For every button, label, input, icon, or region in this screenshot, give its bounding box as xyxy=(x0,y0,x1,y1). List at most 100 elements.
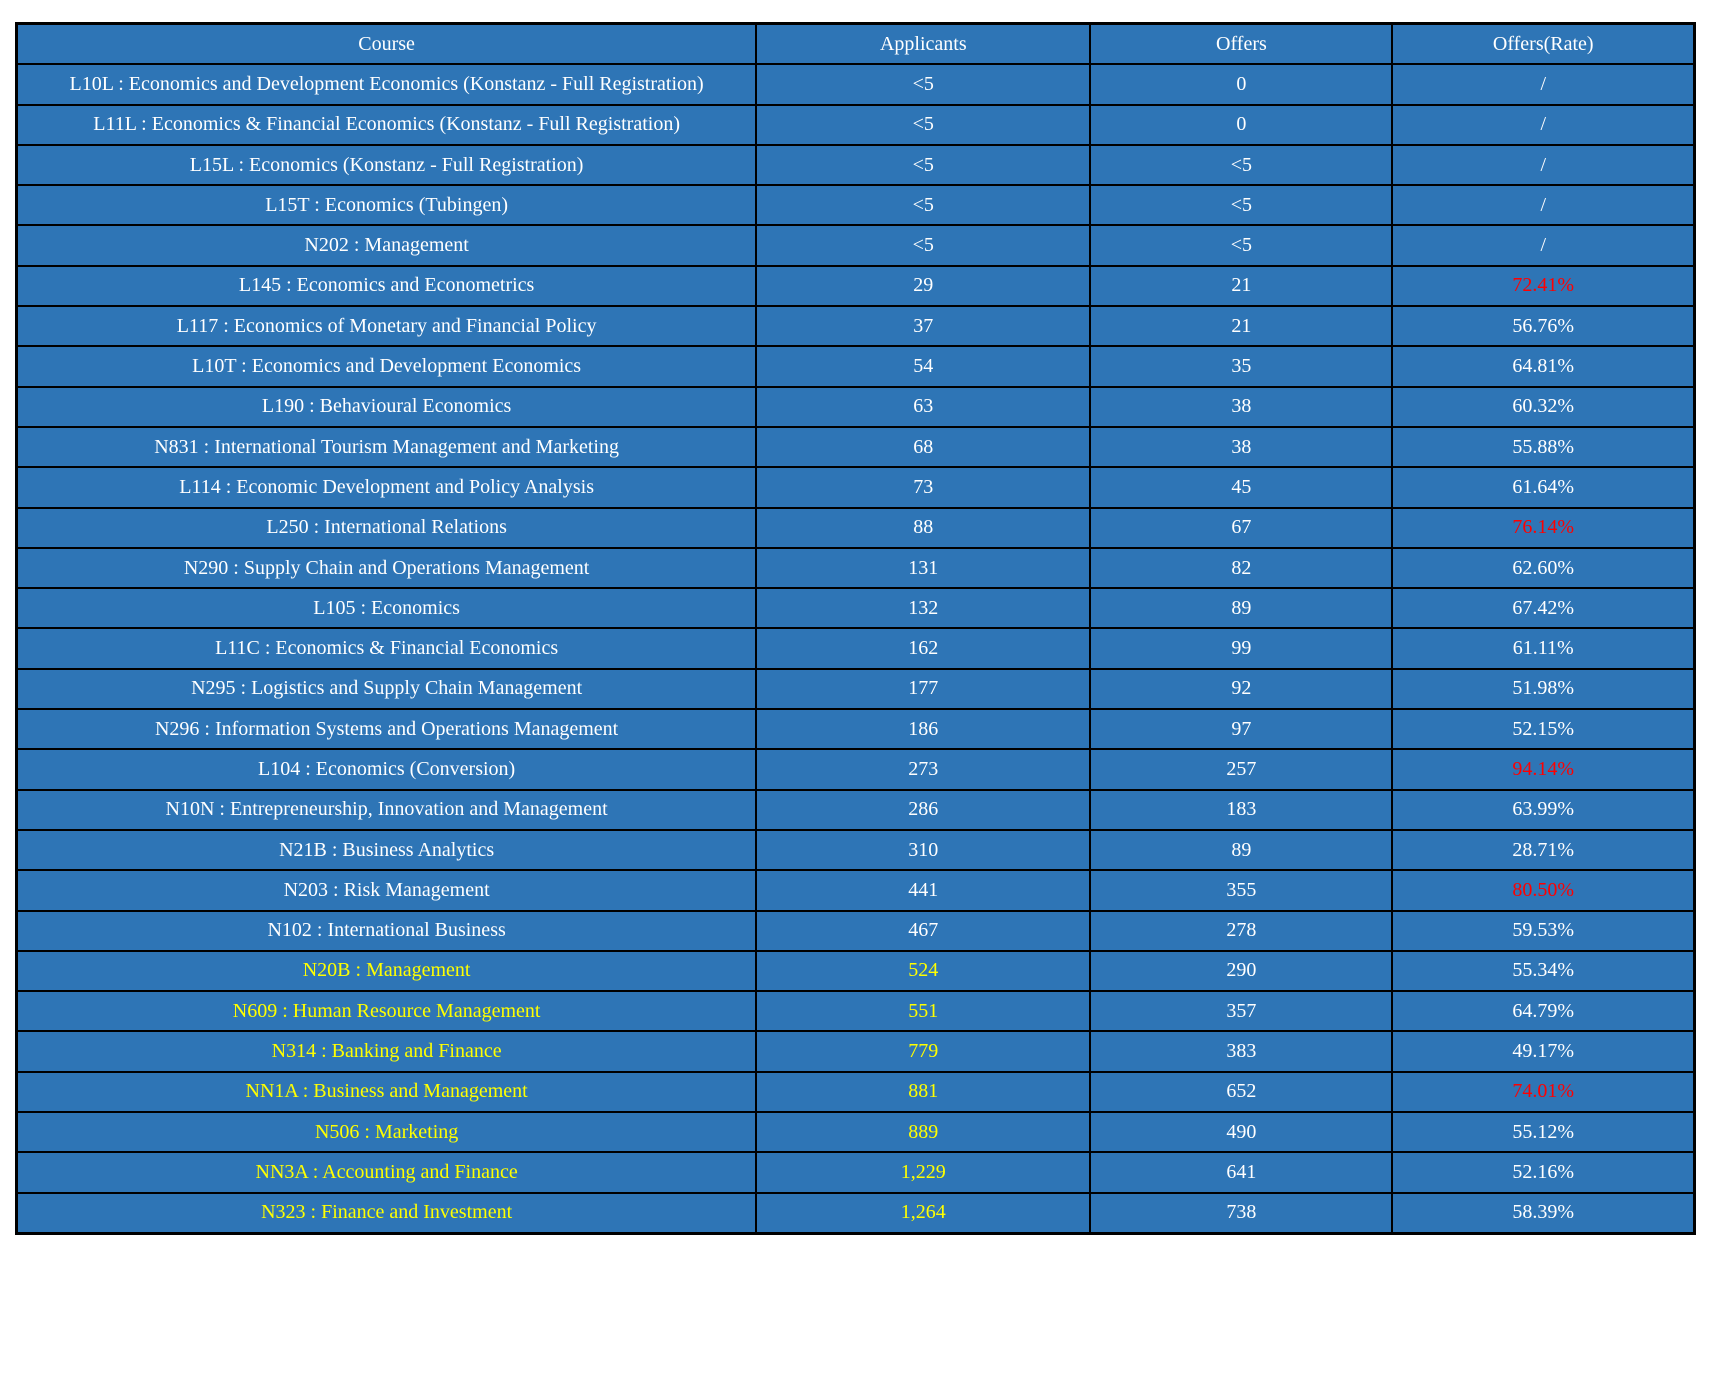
offers-cell: 89 xyxy=(1089,587,1394,630)
table-row: N314 : Banking and Finance 779 383 49.17% xyxy=(15,1030,1696,1073)
table-row: N506 : Marketing 889 490 55.12% xyxy=(15,1111,1696,1154)
applicants-cell: <5 xyxy=(755,103,1092,146)
rate-cell: 62.60% xyxy=(1391,546,1696,590)
table-row: N203 : Risk Management 441 355 80.50% xyxy=(15,869,1696,912)
rate-cell: 61.64% xyxy=(1391,466,1696,509)
offers-cell: 641 xyxy=(1089,1151,1394,1194)
offers-cell: 355 xyxy=(1089,869,1394,912)
course-cell: L114 : Economic Development and Policy A… xyxy=(15,466,758,509)
applicants-cell: 441 xyxy=(755,869,1092,912)
offers-cell: <5 xyxy=(1089,143,1394,187)
rate-cell: / xyxy=(1391,143,1696,187)
applicants-cell: 29 xyxy=(755,264,1092,308)
course-cell: NN1A : Business and Management xyxy=(15,1070,758,1114)
applicants-cell: 132 xyxy=(755,587,1092,630)
rate-cell: / xyxy=(1391,224,1696,267)
course-cell: N506 : Marketing xyxy=(15,1111,758,1154)
applicants-cell: 524 xyxy=(755,949,1092,993)
rate-cell: 67.42% xyxy=(1391,587,1696,630)
rate-cell: / xyxy=(1391,63,1696,106)
table-row: L15L : Economics (Konstanz - Full Regist… xyxy=(15,143,1696,187)
applicants-cell: 310 xyxy=(755,828,1092,872)
course-cell: L117 : Economics of Monetary and Financi… xyxy=(15,305,758,348)
offers-cell: 183 xyxy=(1089,788,1394,831)
offers-cell: 257 xyxy=(1089,748,1394,791)
course-cell: N203 : Risk Management xyxy=(15,869,758,912)
rate-cell: 94.14% xyxy=(1391,748,1696,791)
course-cell: N290 : Supply Chain and Operations Manag… xyxy=(15,546,758,590)
offers-cell: 38 xyxy=(1089,385,1394,428)
applicants-cell: 63 xyxy=(755,385,1092,428)
table-row: N20B : Management 524 290 55.34% xyxy=(15,949,1696,993)
table-row: L11C : Economics & Financial Economics 16… xyxy=(15,627,1696,670)
rate-cell: 61.11% xyxy=(1391,627,1696,670)
rate-cell: 80.50% xyxy=(1391,869,1696,912)
table-row: N323 : Finance and Investment 1,264 738 58.… xyxy=(15,1191,1696,1235)
applicants-cell: 779 xyxy=(755,1030,1092,1073)
rate-cell: 59.53% xyxy=(1391,909,1696,952)
course-cell: N102 : International Business xyxy=(15,909,758,952)
table-row: L11L : Economics & Financial Economics (… xyxy=(15,103,1696,146)
table-row: L105 : Economics 132 89 67.42% xyxy=(15,587,1696,630)
applicants-cell: 88 xyxy=(755,506,1092,549)
table-row: L145 : Economics and Econometrics 29 21 72.… xyxy=(15,264,1696,308)
offers-cell: 67 xyxy=(1089,506,1394,549)
offers-cell: 738 xyxy=(1089,1191,1394,1235)
table-row: L10T : Economics and Development Economi… xyxy=(15,345,1696,388)
table-row: N290 : Supply Chain and Operations Manag… xyxy=(15,546,1696,590)
rate-cell: / xyxy=(1391,184,1696,227)
table-row: L250 : International Relations 88 67 76.14% xyxy=(15,506,1696,549)
applicants-cell: 177 xyxy=(755,667,1092,711)
offers-cell: 0 xyxy=(1089,63,1394,106)
offers-cell: 35 xyxy=(1089,345,1394,388)
table-row: L114 : Economic Development and Policy A… xyxy=(15,466,1696,509)
offers-cell: 652 xyxy=(1089,1070,1394,1114)
course-cell: N831 : International Tourism Management … xyxy=(15,425,758,469)
rate-cell: 55.88% xyxy=(1391,425,1696,469)
course-cell: L105 : Economics xyxy=(15,587,758,630)
offers-cell: 0 xyxy=(1089,103,1394,146)
offers-cell: 89 xyxy=(1089,828,1394,872)
offers-cell: 290 xyxy=(1089,949,1394,993)
rate-cell: 60.32% xyxy=(1391,385,1696,428)
rate-cell: 56.76% xyxy=(1391,305,1696,348)
table-row: L104 : Economics (Conversion) 273 257 94.14… xyxy=(15,748,1696,791)
applicants-cell: 1,264 xyxy=(755,1191,1092,1235)
offers-cell: 357 xyxy=(1089,990,1394,1033)
rate-cell: 28.71% xyxy=(1391,828,1696,872)
course-cell: N295 : Logistics and Supply Chain Manage… xyxy=(15,667,758,711)
course-cell: N202 : Management xyxy=(15,224,758,267)
applicants-cell: 889 xyxy=(755,1111,1092,1154)
header-row: Course Applicants Offers Offers(Rate) xyxy=(15,22,1696,66)
table-row: N831 : International Tourism Management … xyxy=(15,425,1696,469)
rate-cell: 63.99% xyxy=(1391,788,1696,831)
course-cell: L11L : Economics & Financial Economics (… xyxy=(15,103,758,146)
offers-cell: <5 xyxy=(1089,224,1394,267)
course-cell: NN3A : Accounting and Finance xyxy=(15,1151,758,1194)
table-row: NN3A : Accounting and Finance 1,229 641 52.… xyxy=(15,1151,1696,1194)
course-cell: L15L : Economics (Konstanz - Full Regist… xyxy=(15,143,758,187)
applicants-cell: 162 xyxy=(755,627,1092,670)
offers-cell: 92 xyxy=(1089,667,1394,711)
table-row: N609 : Human Resource Management 551 357 64… xyxy=(15,990,1696,1033)
table-row: L190 : Behavioural Economics 63 38 60.32% xyxy=(15,385,1696,428)
applicants-cell: 131 xyxy=(755,546,1092,590)
table-row: N202 : Management <5 <5/ xyxy=(15,224,1696,267)
rate-cell: / xyxy=(1391,103,1696,146)
course-cell: N296 : Information Systems and Operation… xyxy=(15,708,758,751)
admissions-table: Course Applicants Offers Offers(Rate) L1… xyxy=(15,22,1696,1235)
header-course: Course xyxy=(15,22,758,66)
table-row: L15T : Economics (Tubingen) <5 <5/ xyxy=(15,184,1696,227)
applicants-cell: <5 xyxy=(755,224,1092,267)
course-cell: L10T : Economics and Development Economi… xyxy=(15,345,758,388)
offers-cell: 490 xyxy=(1089,1111,1394,1154)
course-cell: N10N : Entrepreneurship, Innovation and … xyxy=(15,788,758,831)
applicants-cell: 273 xyxy=(755,748,1092,791)
rate-cell: 55.12% xyxy=(1391,1111,1696,1154)
header-applicants: Applicants xyxy=(755,22,1092,66)
offers-cell: 45 xyxy=(1089,466,1394,509)
offers-cell: 21 xyxy=(1089,264,1394,308)
table-row: N102 : International Business 467 278 59.53… xyxy=(15,909,1696,952)
header-offers: Offers xyxy=(1089,22,1394,66)
offers-cell: 99 xyxy=(1089,627,1394,670)
